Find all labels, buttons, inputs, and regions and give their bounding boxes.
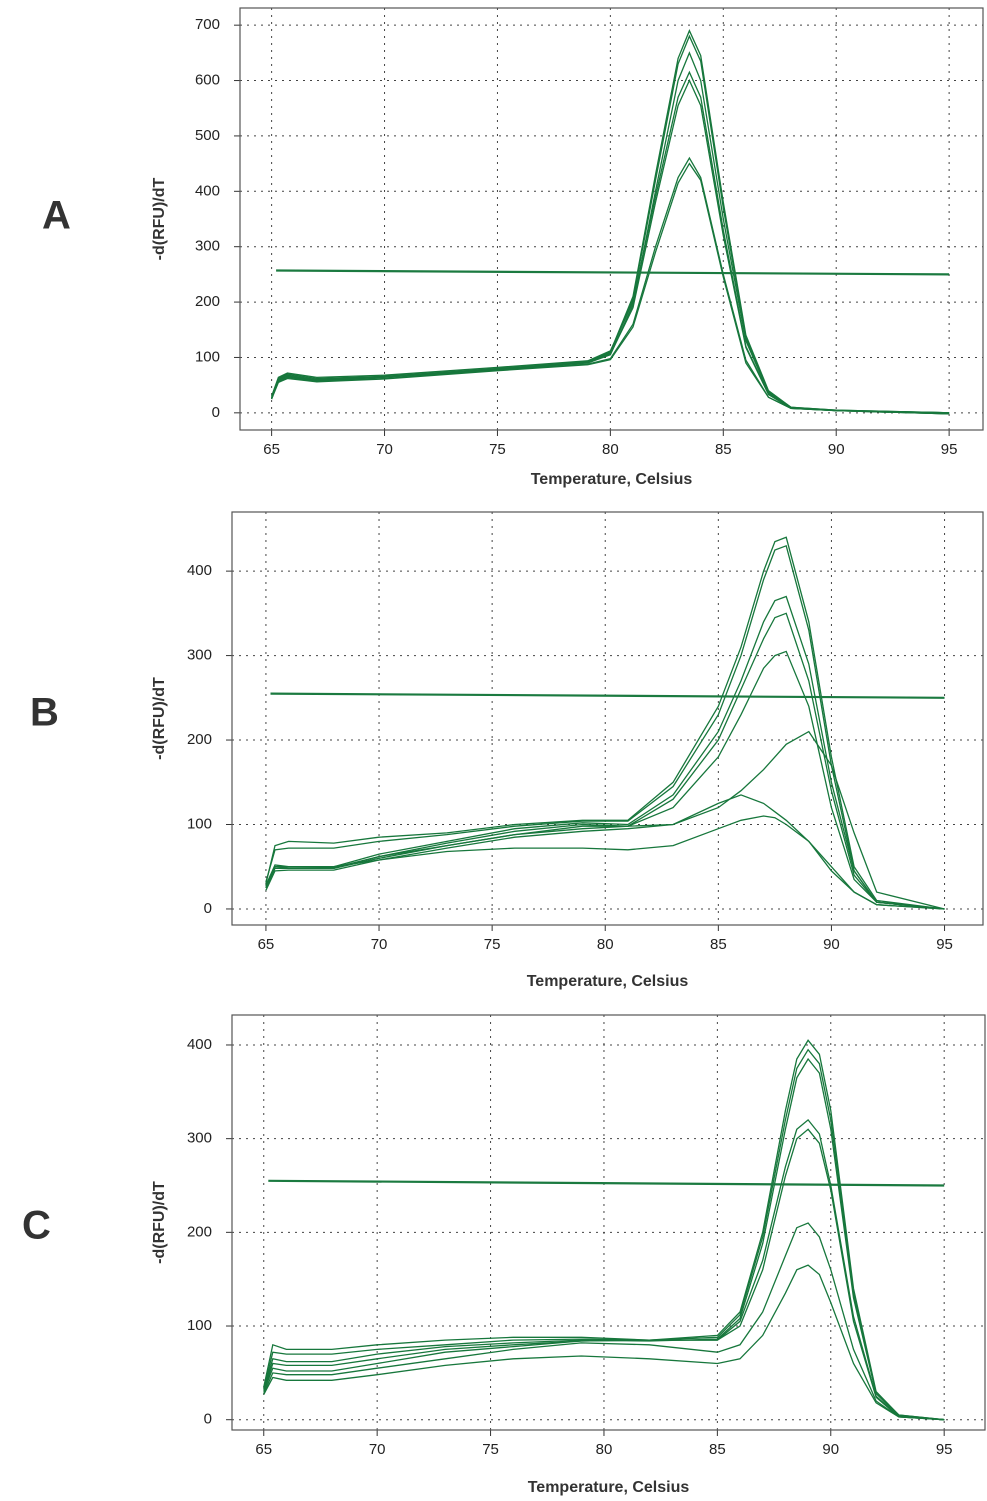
y-tick-label: 400 xyxy=(187,1036,212,1053)
y-tick-label: 0 xyxy=(204,900,212,917)
x-tick-label: 75 xyxy=(484,936,501,953)
melt-curve xyxy=(263,1222,945,1421)
x-tick-label: 85 xyxy=(709,1441,726,1458)
melt-curve xyxy=(263,1264,945,1421)
y-tick-label: 0 xyxy=(212,404,220,421)
melt-curve xyxy=(263,1048,945,1421)
y-tick-label: 200 xyxy=(187,1223,212,1240)
y-axis-title: -d(RFU)/dT xyxy=(151,177,168,260)
x-tick-label: 95 xyxy=(936,1441,953,1458)
x-tick-label: 70 xyxy=(371,936,388,953)
x-tick-label: 65 xyxy=(263,441,280,458)
x-tick-label: 80 xyxy=(602,441,619,458)
y-tick-label: 700 xyxy=(195,16,220,33)
melt-curve xyxy=(263,1118,945,1421)
melt-curve xyxy=(270,29,950,414)
panel-label: B xyxy=(30,691,59,735)
x-tick-label: 85 xyxy=(715,441,732,458)
x-axis-title: Temperature, Celsius xyxy=(527,973,689,990)
x-tick-label: 80 xyxy=(597,936,614,953)
y-tick-label: 100 xyxy=(187,1317,212,1334)
threshold-line xyxy=(268,1179,945,1187)
melt-curve xyxy=(265,815,945,910)
plot-frame xyxy=(231,511,984,926)
melt-curve xyxy=(265,612,945,910)
y-tick-label: 400 xyxy=(187,562,212,579)
melt-curve xyxy=(265,595,945,910)
y-tick-label: 300 xyxy=(187,647,212,664)
x-tick-label: 75 xyxy=(489,441,506,458)
x-tick-label: 75 xyxy=(482,1441,499,1458)
y-axis-title: -d(RFU)/dT xyxy=(151,1181,168,1264)
y-tick-label: 300 xyxy=(187,1130,212,1147)
melt-curve xyxy=(263,1057,945,1421)
y-tick-label: 100 xyxy=(187,815,212,832)
panel-label: C xyxy=(22,1204,51,1248)
y-axis-title: -d(RFU)/dT xyxy=(151,677,168,760)
x-tick-label: 85 xyxy=(710,936,727,953)
y-tick-label: 600 xyxy=(195,72,220,89)
x-tick-label: 65 xyxy=(258,936,275,953)
melt-curve xyxy=(265,794,945,910)
y-tick-label: 500 xyxy=(195,127,220,144)
x-tick-label: 95 xyxy=(941,441,958,458)
x-tick-label: 90 xyxy=(828,441,845,458)
plot-frame xyxy=(239,7,984,431)
x-tick-label: 70 xyxy=(369,1441,386,1458)
x-tick-label: 65 xyxy=(255,1441,272,1458)
melt-curve xyxy=(263,1128,945,1421)
melt-curve xyxy=(270,162,950,415)
melt-curve xyxy=(270,70,950,414)
x-axis-title: Temperature, Celsius xyxy=(528,1479,690,1496)
melt-curve xyxy=(265,536,945,910)
x-tick-label: 80 xyxy=(596,1441,613,1458)
y-tick-label: 0 xyxy=(204,1411,212,1428)
x-axis-title: Temperature, Celsius xyxy=(531,471,693,488)
x-tick-label: 90 xyxy=(822,1441,839,1458)
y-tick-label: 200 xyxy=(195,293,220,310)
melt-curve xyxy=(270,78,950,415)
y-tick-label: 200 xyxy=(187,731,212,748)
x-tick-label: 95 xyxy=(936,936,953,953)
threshold-line xyxy=(270,692,945,699)
x-tick-label: 70 xyxy=(376,441,393,458)
panel-label: A xyxy=(42,194,71,238)
x-tick-label: 90 xyxy=(823,936,840,953)
plot-frame xyxy=(231,1014,986,1431)
threshold-line xyxy=(276,269,950,276)
y-tick-label: 300 xyxy=(195,238,220,255)
melt-curve xyxy=(265,730,945,910)
melt-curve xyxy=(263,1039,945,1421)
y-tick-label: 100 xyxy=(195,348,220,365)
y-tick-label: 400 xyxy=(195,182,220,199)
melt-curve xyxy=(265,544,945,910)
